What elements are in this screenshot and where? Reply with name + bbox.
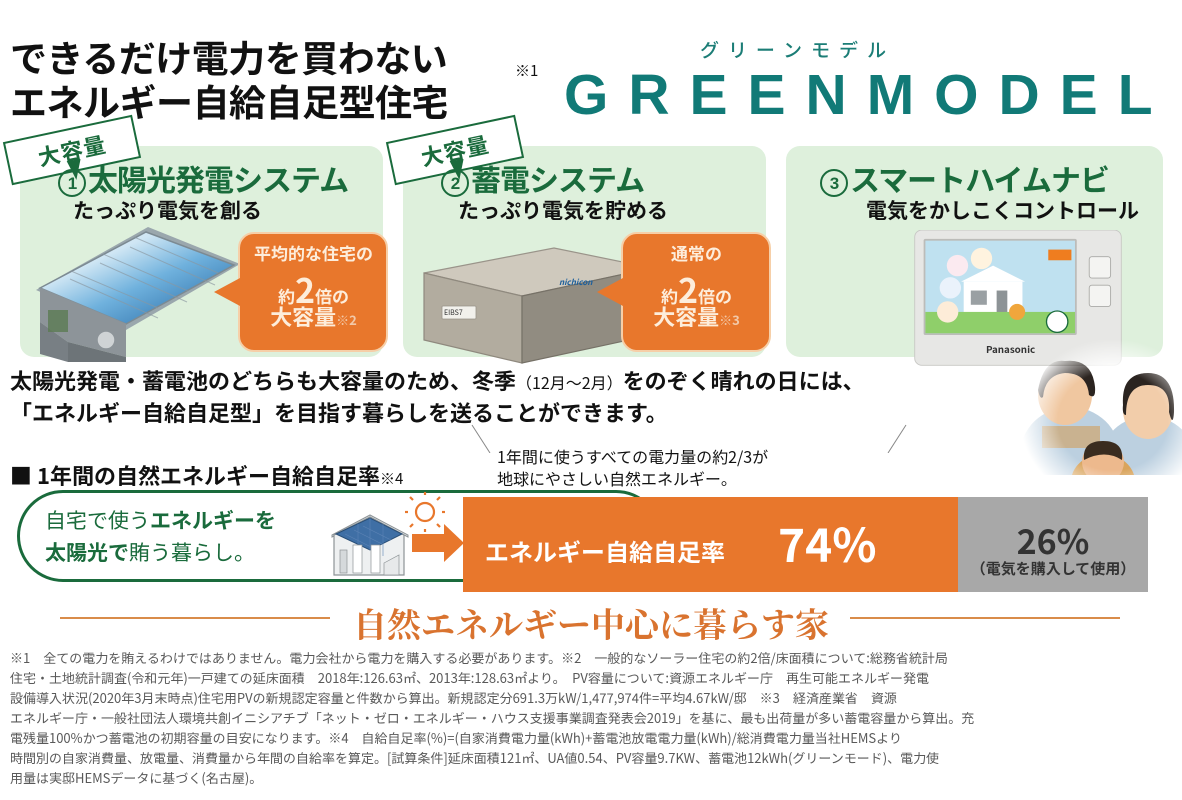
svg-text:nichicon: nichicon — [559, 277, 593, 288]
svg-text:EIBS7: EIBS7 — [444, 308, 463, 318]
